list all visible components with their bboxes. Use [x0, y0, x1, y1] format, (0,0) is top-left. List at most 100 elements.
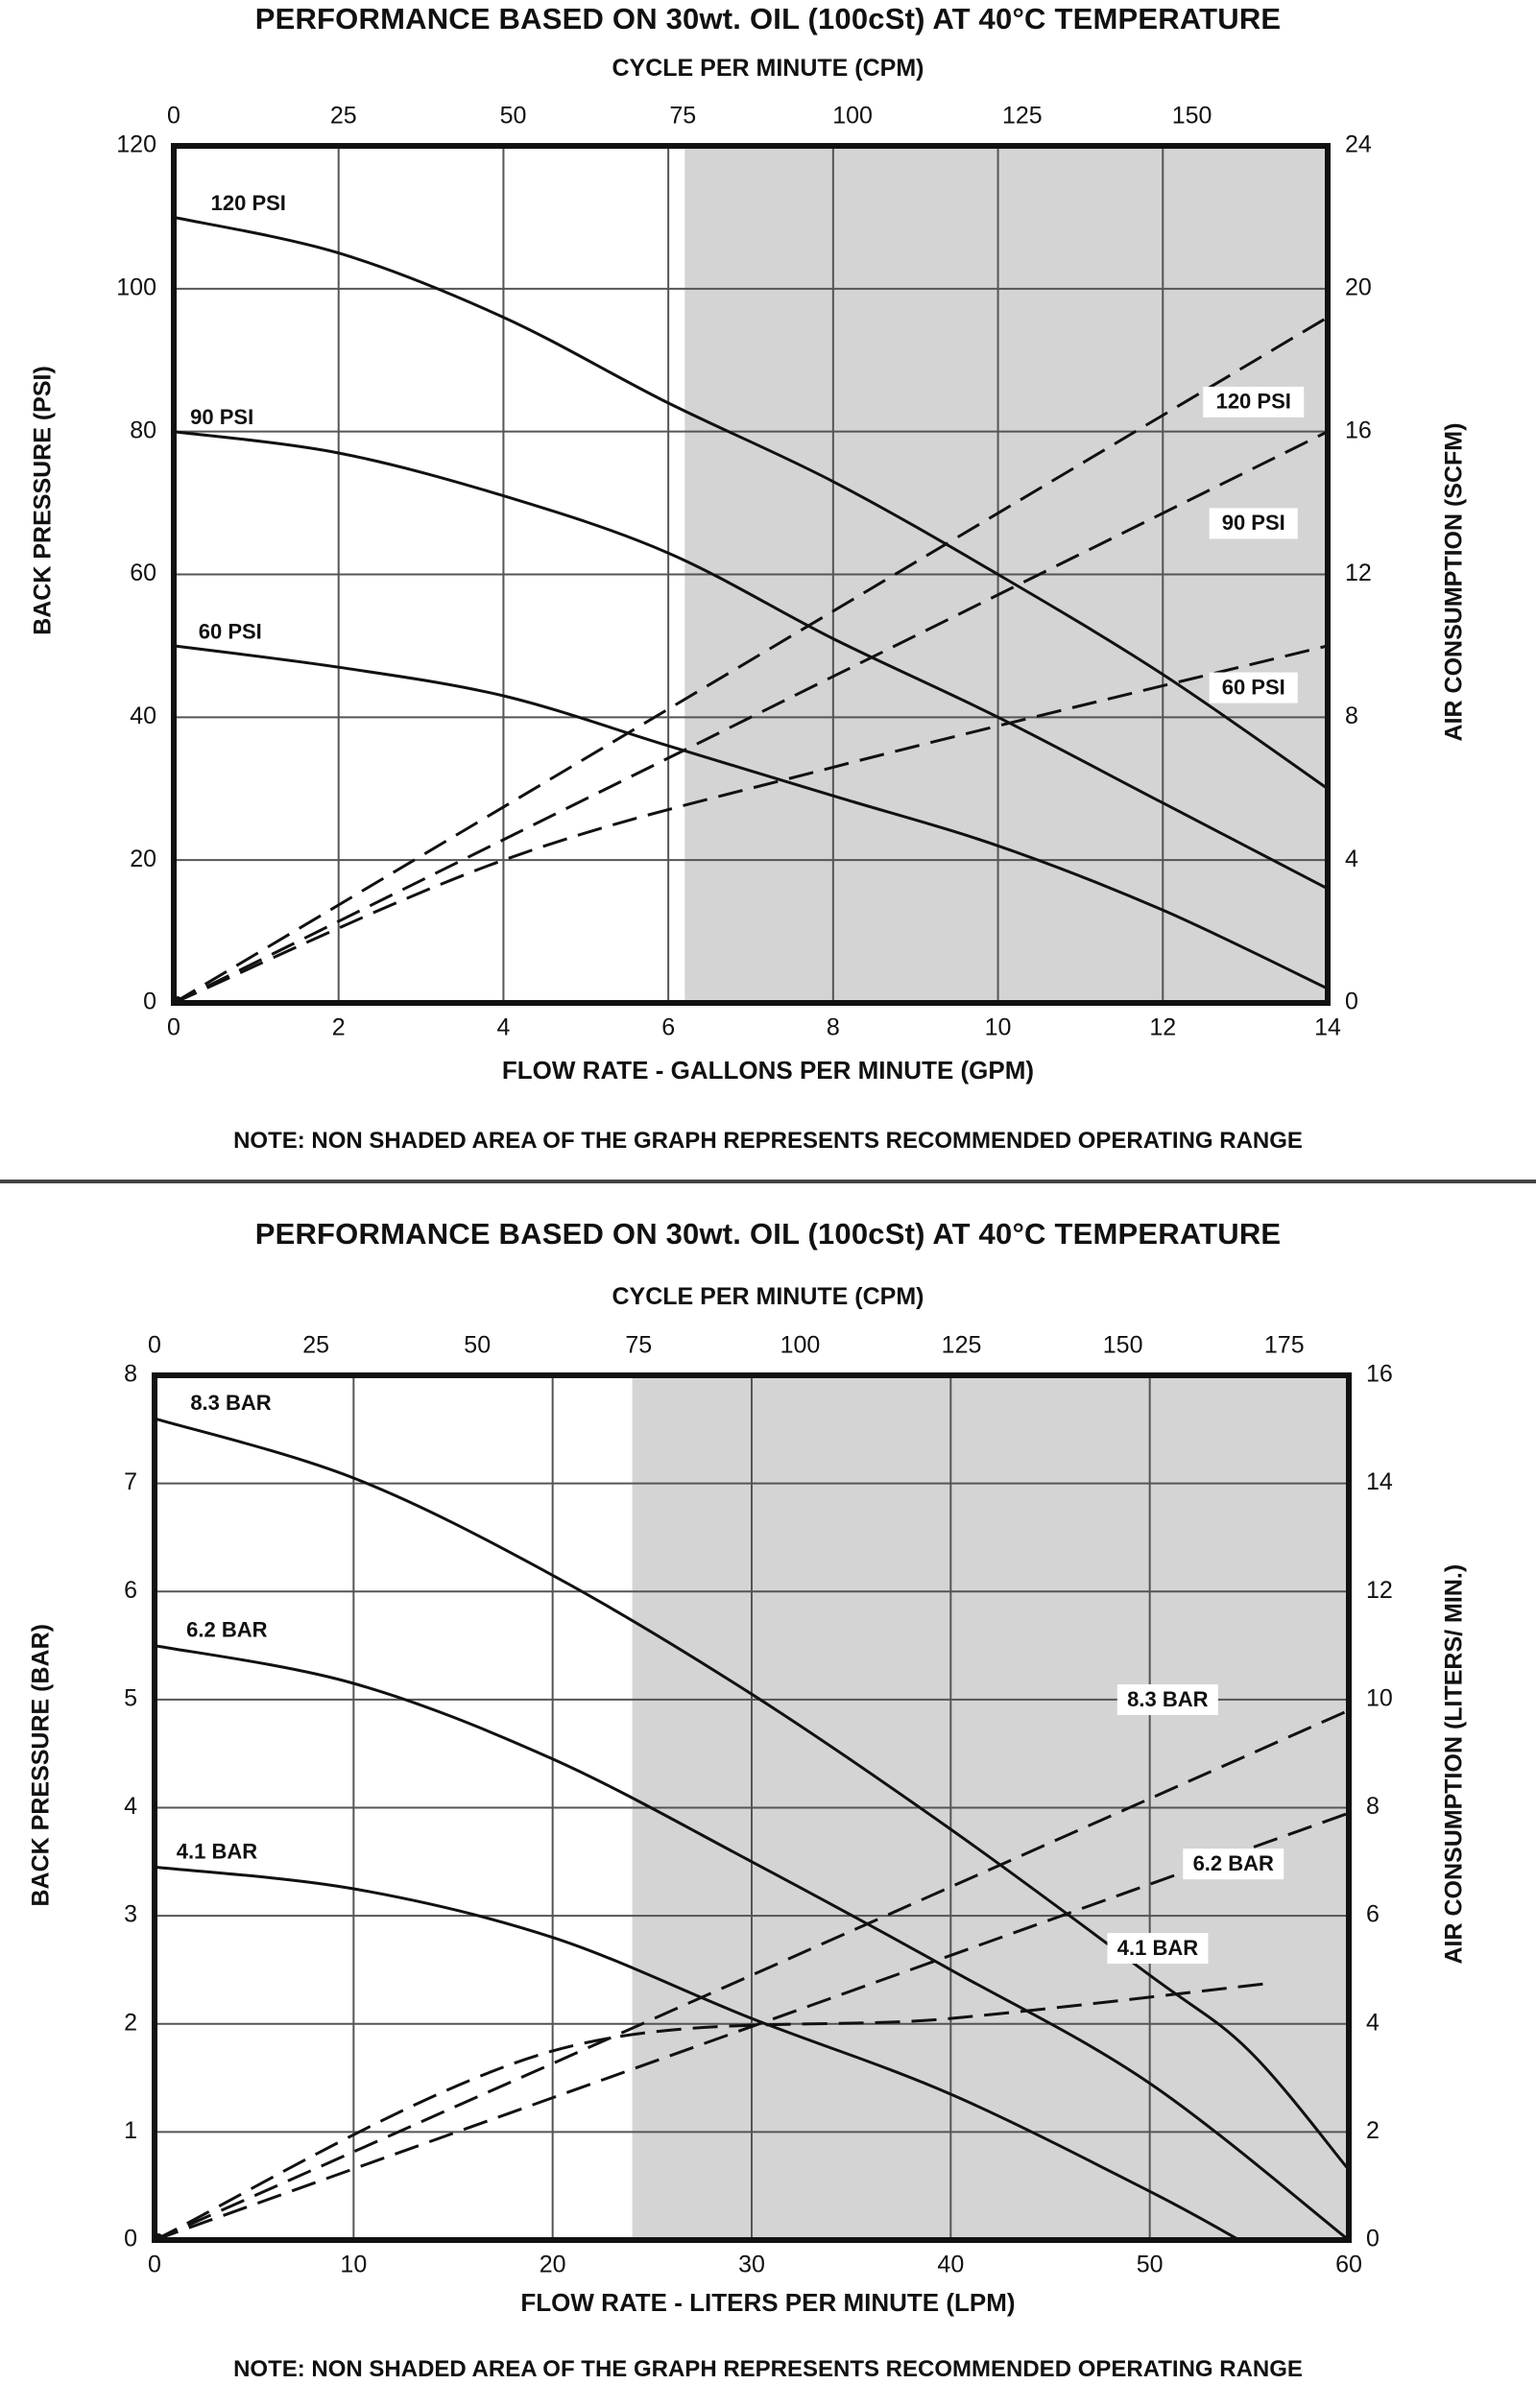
- x-tick-label: 2: [332, 1014, 346, 1041]
- y-left-tick-label: 120: [116, 131, 156, 158]
- air-label-bg: [1183, 1848, 1284, 1880]
- air-consumption-label: 60 PSI: [1222, 675, 1285, 699]
- y-axis-right-label: AIR CONSUMPTION (SCFM): [1440, 422, 1468, 742]
- top-tick-label: 0: [167, 103, 180, 130]
- x-tick-label: 0: [148, 2252, 161, 2278]
- x-tick-label: 30: [738, 2252, 765, 2278]
- top-tick-label: 125: [942, 1332, 982, 1359]
- panel-divider: [0, 1180, 1536, 1183]
- top-tick-label: 25: [330, 103, 357, 130]
- top-tick-label: 0: [148, 1332, 161, 1359]
- top-tick-label: 175: [1264, 1332, 1305, 1359]
- y-right-tick-label: 12: [1366, 1577, 1393, 1604]
- top-tick-label: 50: [464, 1332, 491, 1359]
- y-right-tick-label: 16: [1345, 417, 1372, 443]
- top-tick-label: 75: [625, 1332, 652, 1359]
- air-label-bg: [1116, 1684, 1218, 1716]
- top-tick-label: 75: [669, 103, 696, 130]
- y-right-tick-label: 10: [1366, 1684, 1393, 1711]
- top-tick-label: 100: [780, 1332, 821, 1359]
- top-axis-title: CYCLE PER MINUTE (CPM): [612, 1283, 924, 1310]
- y-right-tick-label: 8: [1345, 703, 1358, 729]
- air-label-bg: [1209, 672, 1298, 703]
- y-axis-left-label: BACK PRESSURE (BAR): [27, 1624, 55, 1907]
- x-tick-label: 10: [985, 1014, 1012, 1041]
- air-consumption-label: 6.2 BAR: [1193, 1851, 1274, 1875]
- y-right-tick-label: 16: [1366, 1361, 1393, 1388]
- chart-note: NOTE: NON SHADED AREA OF THE GRAPH REPRE…: [233, 1128, 1303, 1154]
- y-axis-left-label: BACK PRESSURE (PSI): [29, 366, 57, 635]
- top-axis-title: CYCLE PER MINUTE (CPM): [612, 55, 924, 82]
- pressure-curve: [154, 1417, 1351, 2171]
- top-tick-label: 150: [1172, 103, 1212, 130]
- y-left-tick-label: 2: [124, 2009, 137, 2036]
- pressure-curve-label: 6.2 BAR: [186, 1618, 267, 1642]
- y-right-tick-label: 8: [1366, 1793, 1380, 1820]
- pressure-curve: [154, 1644, 1350, 2242]
- pressure-curve-label: 120 PSI: [211, 191, 286, 215]
- y-right-tick-label: 0: [1366, 2226, 1380, 2253]
- x-tick-label: 6: [661, 1014, 675, 1041]
- pressure-curve: [173, 215, 1329, 791]
- y-left-tick-label: 40: [130, 703, 156, 729]
- y-left-tick-label: 0: [124, 2226, 137, 2253]
- pressure-curve: [173, 430, 1329, 891]
- y-right-tick-label: 12: [1345, 560, 1372, 586]
- y-right-tick-label: 0: [1345, 989, 1358, 1015]
- air-consumption-label: 4.1 BAR: [1117, 1936, 1198, 1960]
- y-right-tick-label: 14: [1366, 1468, 1393, 1495]
- chart-note: NOTE: NON SHADED AREA OF THE GRAPH REPRE…: [233, 2356, 1303, 2382]
- y-right-tick-label: 4: [1345, 846, 1358, 872]
- air-consumption-label: 120 PSI: [1216, 390, 1291, 414]
- x-tick-label: 14: [1314, 1014, 1341, 1041]
- y-left-tick-label: 3: [124, 1901, 137, 1928]
- air-consumption-curve: [173, 644, 1329, 1005]
- air-consumption-label: 90 PSI: [1222, 511, 1285, 535]
- top-tick-label: 50: [500, 103, 527, 130]
- plot-frame: [171, 143, 1331, 1006]
- x-tick-label: 10: [340, 2252, 367, 2278]
- y-left-tick-label: 1: [124, 2117, 137, 2144]
- pressure-curve-label: 8.3 BAR: [190, 1391, 271, 1415]
- x-tick-label: 20: [540, 2252, 566, 2278]
- x-tick-label: 60: [1335, 2252, 1362, 2278]
- y-left-tick-label: 5: [124, 1684, 137, 1711]
- y-left-tick-label: 20: [130, 846, 156, 872]
- x-axis-label: FLOW RATE - GALLONS PER MINUTE (GPM): [501, 1056, 1035, 1085]
- y-left-tick-label: 100: [116, 274, 156, 300]
- top-tick-label: 25: [302, 1332, 329, 1359]
- x-axis-label: FLOW RATE - LITERS PER MINUTE (LPM): [520, 2288, 1016, 2317]
- air-consumption-curve: [173, 430, 1329, 1005]
- y-right-tick-label: 6: [1366, 1901, 1380, 1928]
- plot-frame: [152, 1372, 1352, 2243]
- y-left-tick-label: 4: [124, 1793, 137, 1820]
- top-tick-label: 125: [1002, 103, 1043, 130]
- y-left-tick-label: 6: [124, 1577, 137, 1604]
- x-tick-label: 0: [167, 1014, 180, 1041]
- pressure-curve-label: 60 PSI: [199, 619, 262, 643]
- y-right-tick-label: 24: [1345, 131, 1372, 158]
- performance-chart-gpm: 120 PSI 90 PSI 60 PSI 120 PSI 90 PSI 60 PSI 0 2…: [116, 103, 1372, 1041]
- x-tick-label: 8: [827, 1014, 840, 1041]
- y-right-tick-label: 4: [1366, 2009, 1380, 2036]
- air-label-bg: [1107, 1933, 1209, 1965]
- air-consumption-curve: [173, 316, 1329, 1005]
- air-label-bg: [1203, 386, 1305, 417]
- chart-title: PERFORMANCE BASED ON 30wt. OIL (100cSt) …: [254, 2, 1282, 36]
- pressure-curve: [154, 1865, 1240, 2242]
- x-tick-label: 12: [1149, 1014, 1176, 1041]
- chart-title: PERFORMANCE BASED ON 30wt. OIL (100cSt) …: [254, 1217, 1282, 1251]
- y-left-tick-label: 8: [124, 1361, 137, 1388]
- top-tick-label: 150: [1103, 1332, 1143, 1359]
- chart-panel-gpm: PERFORMANCE BASED ON 30wt. OIL (100cSt) …: [0, 0, 1536, 1180]
- y-right-tick-label: 20: [1345, 274, 1372, 300]
- pressure-curve: [173, 644, 1329, 990]
- y-left-tick-label: 0: [143, 989, 156, 1015]
- y-axis-right-label: AIR CONSUMPTION (LITERS/ MIN.): [1440, 1563, 1468, 1965]
- pressure-curve-label: 4.1 BAR: [177, 1839, 257, 1863]
- x-tick-label: 40: [937, 2252, 964, 2278]
- chart-panel-lpm: PERFORMANCE BASED ON 30wt. OIL (100cSt) …: [0, 1186, 1536, 2408]
- y-left-tick-label: 7: [124, 1468, 137, 1495]
- y-left-tick-label: 60: [130, 560, 156, 586]
- x-tick-label: 50: [1137, 2252, 1164, 2278]
